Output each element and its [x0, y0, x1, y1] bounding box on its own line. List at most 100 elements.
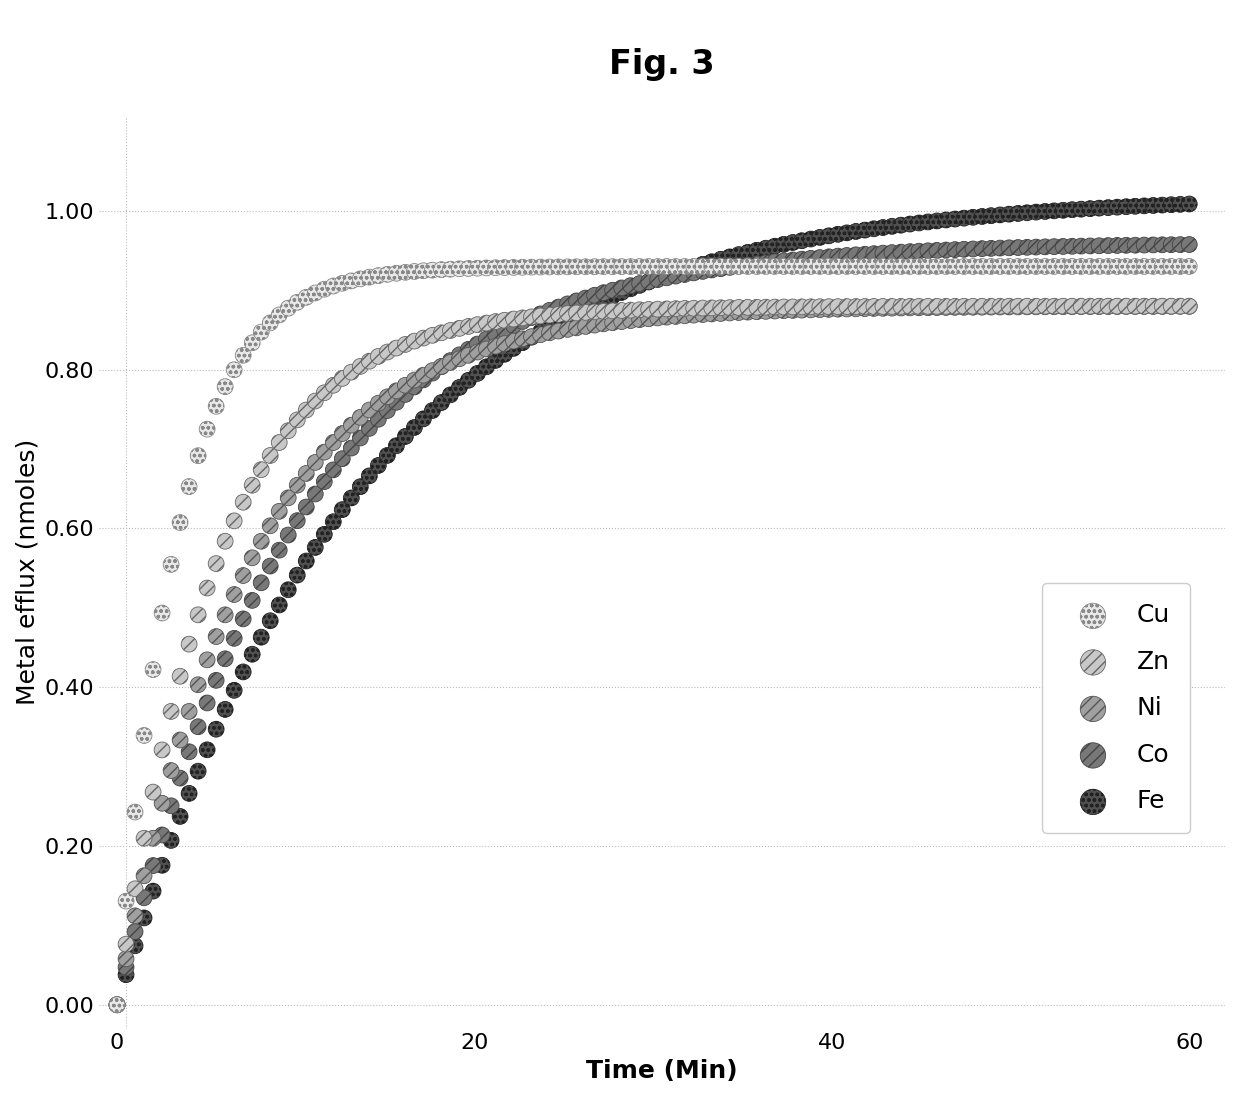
Zn [711, 299, 730, 316]
Cu [828, 258, 848, 276]
Ni [1162, 298, 1182, 315]
Cu [702, 258, 722, 276]
Zn [548, 305, 568, 323]
Fe [558, 309, 578, 326]
Cu [432, 261, 451, 279]
Zn [729, 299, 749, 316]
Cu [161, 556, 181, 573]
Cu [1152, 258, 1172, 276]
Cu [107, 996, 126, 1013]
Co [801, 249, 821, 267]
Fe [413, 410, 433, 427]
Ni [134, 867, 154, 885]
Ni [242, 549, 262, 567]
Cu [782, 258, 802, 276]
Ni [1063, 298, 1083, 315]
Cu [216, 378, 236, 395]
Zn [818, 298, 838, 315]
Co [999, 239, 1019, 257]
Co [476, 330, 496, 348]
Fe [928, 212, 947, 229]
Cu [332, 274, 352, 292]
Co [423, 365, 443, 382]
Co [928, 242, 947, 259]
Fe [963, 209, 983, 226]
Co [531, 305, 551, 323]
Zn [792, 298, 812, 315]
Co [954, 240, 973, 258]
Cu [305, 284, 325, 302]
Zn [1089, 298, 1109, 315]
Fe [611, 283, 631, 301]
Ni [603, 314, 622, 332]
Cu [837, 258, 857, 276]
Co [1008, 238, 1028, 256]
Co [864, 245, 884, 262]
Ni [539, 324, 559, 341]
Cu [585, 258, 605, 276]
Ni [296, 464, 316, 482]
Ni [224, 585, 244, 603]
Cu [558, 258, 578, 276]
Cu [810, 258, 830, 276]
Co [134, 889, 154, 907]
Zn [746, 299, 766, 316]
Zn [296, 401, 316, 418]
Zn [594, 303, 614, 321]
Cu [954, 258, 973, 276]
Cu [575, 258, 595, 276]
Ni [765, 302, 785, 320]
Ni [206, 628, 226, 646]
Ni [305, 453, 325, 471]
Zn [719, 299, 739, 316]
Title: Fig. 3: Fig. 3 [609, 48, 715, 81]
Co [548, 299, 568, 316]
Ni [404, 371, 424, 389]
Zn [1125, 298, 1145, 315]
Co [765, 253, 785, 270]
Zn [467, 316, 487, 334]
Zn [539, 306, 559, 324]
Co [1135, 236, 1154, 254]
Fe [782, 234, 802, 251]
Co [242, 592, 262, 609]
Zn [288, 411, 308, 428]
Ni [1044, 298, 1064, 315]
Ni [117, 950, 136, 967]
Zn [1063, 298, 1083, 315]
Zn [387, 339, 407, 357]
Co [450, 346, 470, 363]
Co [368, 411, 388, 428]
Ni [882, 300, 901, 317]
Zn [125, 879, 145, 897]
Fe [990, 206, 1009, 224]
Co [125, 923, 145, 941]
Co [413, 371, 433, 389]
Zn [1179, 298, 1199, 315]
Co [387, 393, 407, 411]
Fe [476, 358, 496, 376]
Zn [305, 392, 325, 410]
Cu [900, 258, 920, 276]
Co [1080, 237, 1100, 255]
Cu [125, 804, 145, 821]
Co [486, 325, 506, 343]
Cu [377, 266, 397, 283]
Zn [630, 301, 650, 318]
Zn [1017, 298, 1037, 315]
Fe [675, 261, 694, 279]
Zn [332, 370, 352, 388]
Fe [143, 883, 162, 900]
Ni [854, 300, 874, 317]
Zn [892, 298, 911, 315]
Co [1152, 236, 1172, 254]
Cu [746, 258, 766, 276]
Zn [854, 298, 874, 315]
Zn [900, 298, 920, 315]
Co [900, 243, 920, 260]
Ni [954, 299, 973, 316]
Ni [756, 303, 776, 321]
Cu [675, 258, 694, 276]
Zn [260, 447, 280, 464]
Cu [567, 258, 587, 276]
